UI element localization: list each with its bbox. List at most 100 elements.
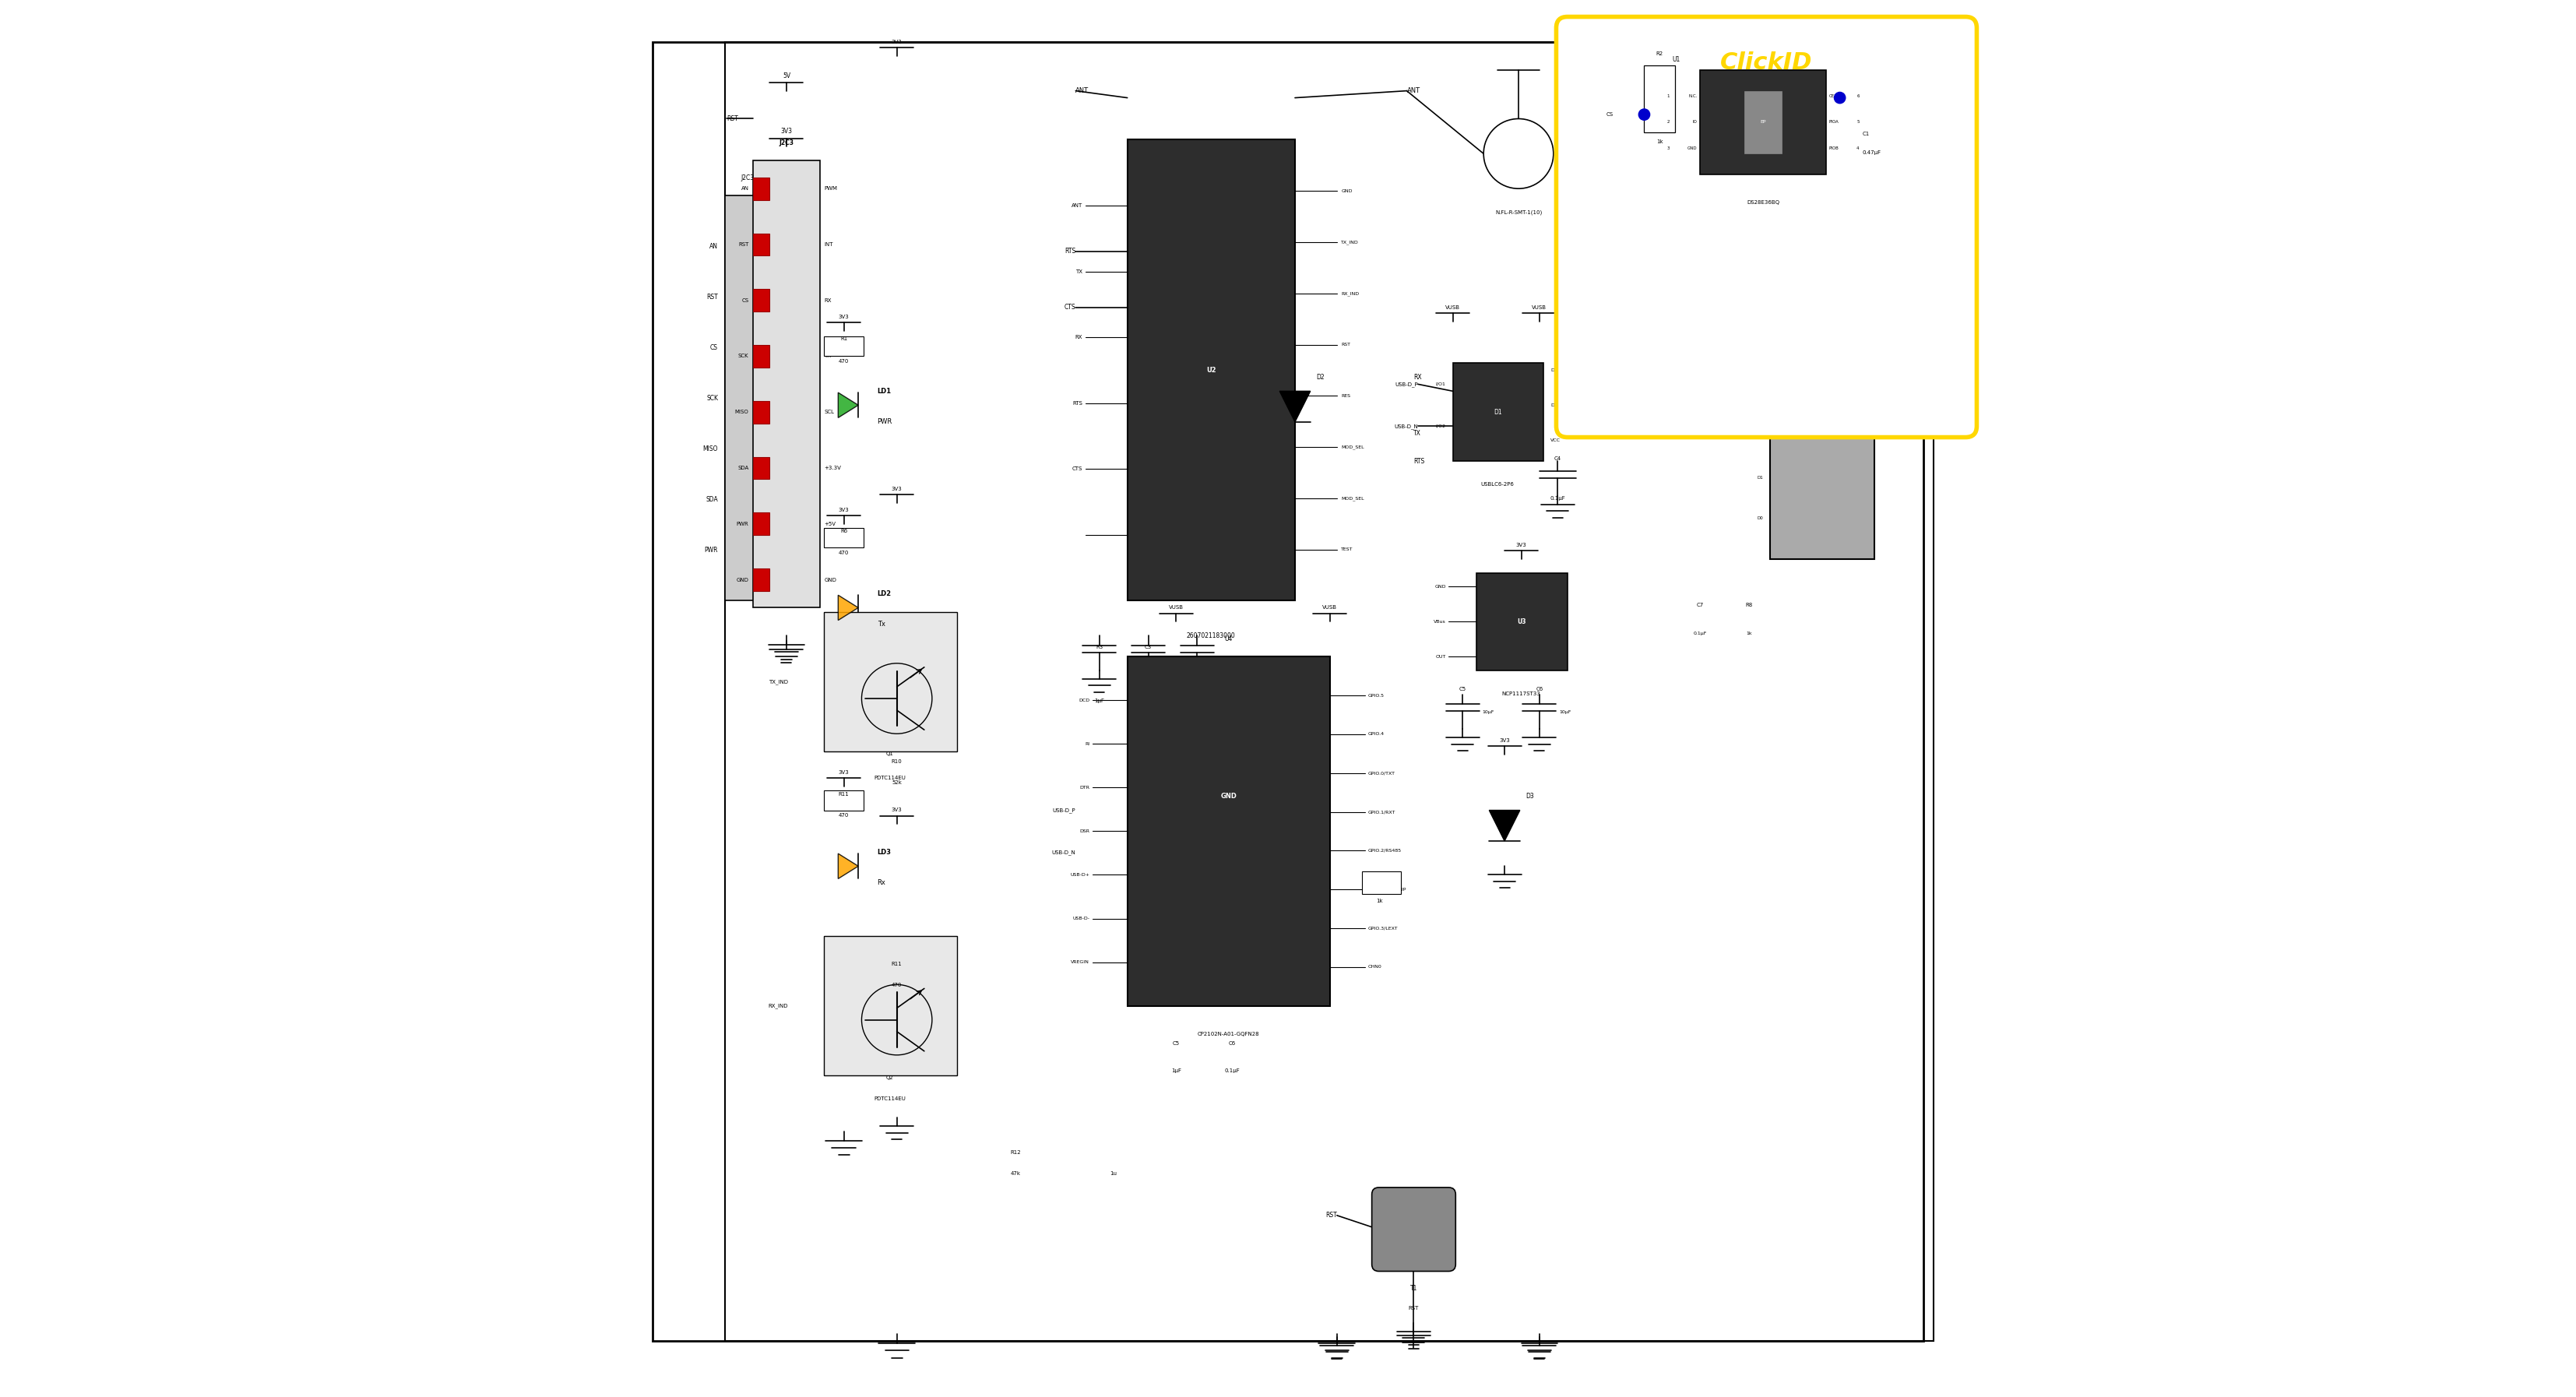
Text: MISO: MISO [703,446,719,453]
Text: 5V: 5V [783,73,791,80]
Text: ClickID: ClickID [1721,52,1814,74]
Text: CEXT: CEXT [1829,94,1839,98]
Text: 6: 6 [1857,94,1860,98]
Text: A4389: A4389 [1777,140,1793,144]
Bar [1453,363,1543,461]
Text: TX: TX [1077,270,1082,274]
Text: PWR: PWR [703,546,719,553]
Text: EP: EP [1759,120,1767,124]
Text: 0.1µF: 0.1µF [1692,631,1708,636]
Text: CHN0: CHN0 [1368,965,1381,970]
Text: GPIO.5: GPIO.5 [1368,693,1383,697]
Text: U2: U2 [1206,366,1216,374]
Text: S5: S5 [1757,151,1762,154]
Bar [1363,872,1401,894]
Text: N.FL-R-SMT-1(10): N.FL-R-SMT-1(10) [1494,210,1543,215]
Text: LD1: LD1 [878,387,891,395]
Text: S4: S4 [1757,191,1762,196]
Text: CS: CS [1607,112,1613,117]
Text: PWR: PWR [737,521,750,527]
Text: LD3: LD3 [878,848,891,856]
Text: VREGIN: VREGIN [1072,960,1090,964]
Text: +5V: +5V [824,521,835,527]
Text: AN: AN [742,186,750,191]
Bar [752,177,770,200]
Text: 10µF: 10µF [1481,711,1494,714]
Text: J2C3: J2C3 [778,140,793,147]
Text: C7: C7 [1698,604,1703,608]
Text: RES: RES [1342,394,1350,398]
Text: S2: S2 [1757,272,1762,277]
Bar [1128,140,1296,601]
Text: INT: INT [824,242,832,247]
Text: RST: RST [1327,1211,1337,1220]
Text: CTS: CTS [1072,467,1082,471]
Bar [1744,91,1783,154]
Text: 10µF: 10µF [1558,711,1571,714]
FancyBboxPatch shape [1373,1187,1455,1271]
Text: GPIO.2/RS485: GPIO.2/RS485 [1368,848,1401,852]
Text: IO: IO [1692,120,1698,124]
Text: GND: GND [1342,189,1352,193]
Text: OUT: OUT [1435,655,1445,658]
Text: GPIO.4: GPIO.4 [1368,732,1383,736]
Text: U4: U4 [1224,636,1234,643]
Text: DS28E36BQ: DS28E36BQ [1747,200,1780,204]
Polygon shape [1489,810,1520,841]
Text: PDTC114EU: PDTC114EU [873,1097,907,1101]
Text: CN1: CN1 [1816,91,1829,98]
Text: R2: R2 [1656,52,1664,56]
Text: R12: R12 [1010,1150,1020,1155]
Text: RX: RX [824,298,832,303]
Text: GPIO.3/LEXT: GPIO.3/LEXT [1368,926,1399,930]
Text: C5: C5 [1172,1041,1180,1045]
Text: USBLC6-2P6: USBLC6-2P6 [1481,482,1515,486]
Text: RI: RI [1084,742,1090,746]
Bar [824,337,863,356]
Text: 3: 3 [1667,147,1669,151]
Text: PWR: PWR [878,418,891,426]
Text: 1k: 1k [1656,140,1664,144]
Text: 1µF: 1µF [1095,698,1105,703]
Text: R3: R3 [1095,645,1103,650]
Text: 2: 2 [1667,120,1669,124]
Text: D2: D2 [1757,434,1762,439]
Text: TX: TX [824,353,832,359]
Text: PIOA: PIOA [1829,120,1839,124]
Text: D3: D3 [1757,394,1762,398]
Text: GND: GND [737,577,750,583]
Text: 47k: 47k [1010,1171,1020,1176]
Text: RX: RX [1074,335,1082,339]
Text: D3: D3 [1525,792,1533,800]
Text: C6: C6 [1535,687,1543,692]
Text: +3.3V: +3.3V [824,465,842,471]
Text: 4: 4 [1857,147,1860,151]
Text: DP: DP [1551,369,1558,372]
Text: SDA: SDA [706,496,719,503]
Text: GPIO.1/RXT: GPIO.1/RXT [1368,810,1396,814]
Text: U3: U3 [1517,617,1525,626]
Bar [752,233,770,256]
Text: R10: R10 [891,759,902,764]
Text: TX: TX [1414,429,1422,437]
Text: USB-D_P: USB-D_P [1054,807,1077,813]
Text: CS: CS [711,344,719,351]
Text: 1k: 1k [1376,898,1383,904]
Text: 3V3: 3V3 [1654,29,1664,35]
Bar [824,791,863,810]
Text: TEST: TEST [1342,548,1352,552]
Text: D0: D0 [1757,517,1762,520]
Text: PIOB: PIOB [1829,147,1839,151]
Text: RTS: RTS [1072,401,1082,405]
Text: TX_IND: TX_IND [768,679,788,685]
Text: C6: C6 [1229,1041,1236,1045]
Text: VCC: VCC [1551,439,1561,441]
Text: GND: GND [1687,147,1698,151]
Text: GND: GND [824,577,837,583]
Text: 3V3: 3V3 [891,39,902,45]
Text: R11: R11 [837,792,850,796]
Text: T1: T1 [1409,1285,1417,1292]
Bar [724,196,770,601]
Bar [752,513,770,535]
Bar [752,401,770,423]
